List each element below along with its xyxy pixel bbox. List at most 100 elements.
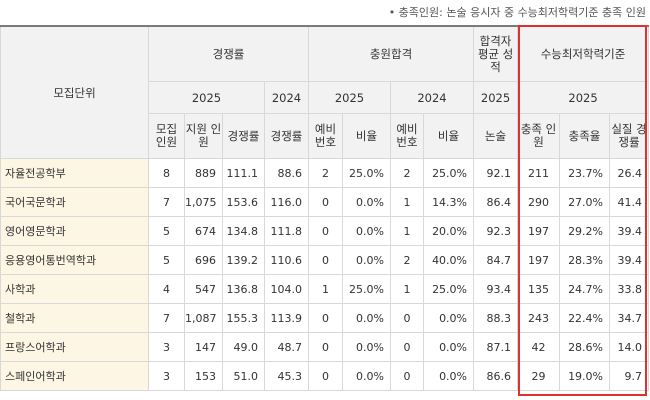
header-reserve-2025: 예비 번호 [308,113,343,159]
cell-applicants: 889 [184,158,223,188]
cell-essay: 87.1 [473,332,519,362]
cell-unit: 철학과 [0,303,149,333]
cell-met-rate: 19.0% [559,361,611,391]
table-row: 응용영어통번역학과 5 696 139.2 110.6 0 0.0% 2 40.… [0,245,650,275]
cell-real-ratio: 41.4 [609,187,650,217]
cell-recruit: 5 [148,216,185,246]
cell-rate-2025: 25.0% [342,274,391,304]
cell-applicants: 674 [184,216,223,246]
cell-recruit: 8 [148,158,185,188]
cell-essay: 86.6 [473,361,519,391]
cell-unit: 사학과 [0,274,149,304]
cell-reserve-2025: 0 [308,216,343,246]
cell-unit: 국어국문학과 [0,187,149,217]
cell-ratio-2024: 111.8 [264,216,309,246]
cell-reserve-2024: 0 [390,332,424,362]
cell-applicants: 147 [184,332,223,362]
cell-ratio: 111.1 [222,158,265,188]
cell-applicants: 153 [184,361,223,391]
header-competition-2025: 2025 [148,81,265,114]
cell-reserve-2024: 0 [390,303,424,333]
header-met: 충족 인원 [517,113,561,159]
cell-met: 135 [517,274,561,304]
cell-reserve-2024: 2 [390,245,424,275]
cell-met-rate: 29.2% [559,216,611,246]
header-additional-2024: 2024 [389,81,475,114]
cell-essay: 88.3 [473,303,519,333]
header-ratio: 경쟁률 [222,113,265,159]
header-applicants: 지원 인원 [184,113,223,159]
cell-met: 42 [517,332,561,362]
header-rate-2025: 비율 [342,113,391,159]
cell-met-rate: 28.3% [559,245,611,275]
cell-reserve-2025: 0 [308,361,343,391]
cell-recruit: 4 [148,274,185,304]
header-rate-2024: 비율 [422,113,475,159]
header-met-rate: 충족율 [559,113,611,159]
cell-ratio: 134.8 [222,216,265,246]
header-competition-2024: 2024 [264,81,309,114]
cell-ratio-2024: 104.0 [264,274,309,304]
cell-applicants: 696 [184,245,223,275]
table-row: 스페인어학과 3 153 51.0 45.3 0 0.0% 0 0.0% 86.… [0,361,650,391]
cell-real-ratio: 33.8 [609,274,650,304]
cell-rate-2024: 0.0% [422,361,475,391]
cell-ratio: 155.3 [222,303,265,333]
header-unit: 모집단위 [0,25,149,159]
cell-ratio: 139.2 [222,245,265,275]
cell-real-ratio: 39.4 [609,245,650,275]
header-avg-grade: 합격자 평균 성적 [473,25,519,82]
cell-ratio-2024: 113.9 [264,303,309,333]
cell-essay: 92.3 [473,216,519,246]
cell-met: 290 [517,187,561,217]
cell-rate-2025: 0.0% [342,245,391,275]
header-additional-2025: 2025 [308,81,391,114]
cell-reserve-2025: 0 [308,332,343,362]
cell-ratio: 49.0 [222,332,265,362]
cell-rate-2025: 25.0% [342,158,391,188]
cell-met-rate: 28.6% [559,332,611,362]
cell-reserve-2024: 1 [390,274,424,304]
cell-rate-2024: 0.0% [422,303,475,333]
cell-rate-2024: 40.0% [422,245,475,275]
table-row: 영어영문학과 5 674 134.8 111.8 0 0.0% 1 20.0% … [0,216,650,246]
header-reserve-2024: 예비 번호 [390,113,424,159]
cell-reserve-2024: 0 [390,361,424,391]
cell-ratio: 153.6 [222,187,265,217]
cell-unit: 프랑스어학과 [0,332,149,362]
cell-met-rate: 22.4% [559,303,611,333]
cell-met-rate: 27.0% [559,187,611,217]
cell-reserve-2024: 2 [390,158,424,188]
cell-ratio: 51.0 [222,361,265,391]
cell-rate-2024: 25.0% [422,274,475,304]
cell-rate-2025: 0.0% [342,332,391,362]
cell-reserve-2024: 1 [390,187,424,217]
cell-essay: 84.7 [473,245,519,275]
cell-real-ratio: 34.7 [609,303,650,333]
header-real-ratio: 실질 경쟁률 [609,113,650,159]
cell-ratio-2024: 48.7 [264,332,309,362]
cell-met-rate: 24.7% [559,274,611,304]
table-row: 자율전공학부 8 889 111.1 88.6 2 25.0% 2 25.0% … [0,158,650,188]
header-ratio-2024: 경쟁률 [264,113,309,159]
footnote: • 충족인원: 논술 응시자 중 수능최저학력기준 충족 인원 [388,6,646,19]
header-min-2025: 2025 [517,81,650,114]
cell-reserve-2025: 0 [308,187,343,217]
cell-met: 29 [517,361,561,391]
cell-rate-2024: 25.0% [422,158,475,188]
cell-rate-2025: 0.0% [342,216,391,246]
header-additional: 충원합격 [307,25,475,82]
header-essay: 논술 [473,113,519,159]
cell-real-ratio: 9.7 [609,361,650,391]
header-avg-2025: 2025 [473,81,519,114]
cell-reserve-2025: 0 [308,303,343,333]
cell-real-ratio: 39.4 [609,216,650,246]
table-row: 사학과 4 547 136.8 104.0 1 25.0% 1 25.0% 93… [0,274,650,304]
cell-real-ratio: 26.4 [609,158,650,188]
cell-ratio-2024: 116.0 [264,187,309,217]
header-recruit: 모집 인원 [148,113,185,159]
cell-rate-2024: 14.3% [422,187,475,217]
cell-recruit: 3 [148,332,185,362]
cell-met: 197 [517,216,561,246]
table-row: 국어국문학과 7 1,075 153.6 116.0 0 0.0% 1 14.3… [0,187,650,217]
